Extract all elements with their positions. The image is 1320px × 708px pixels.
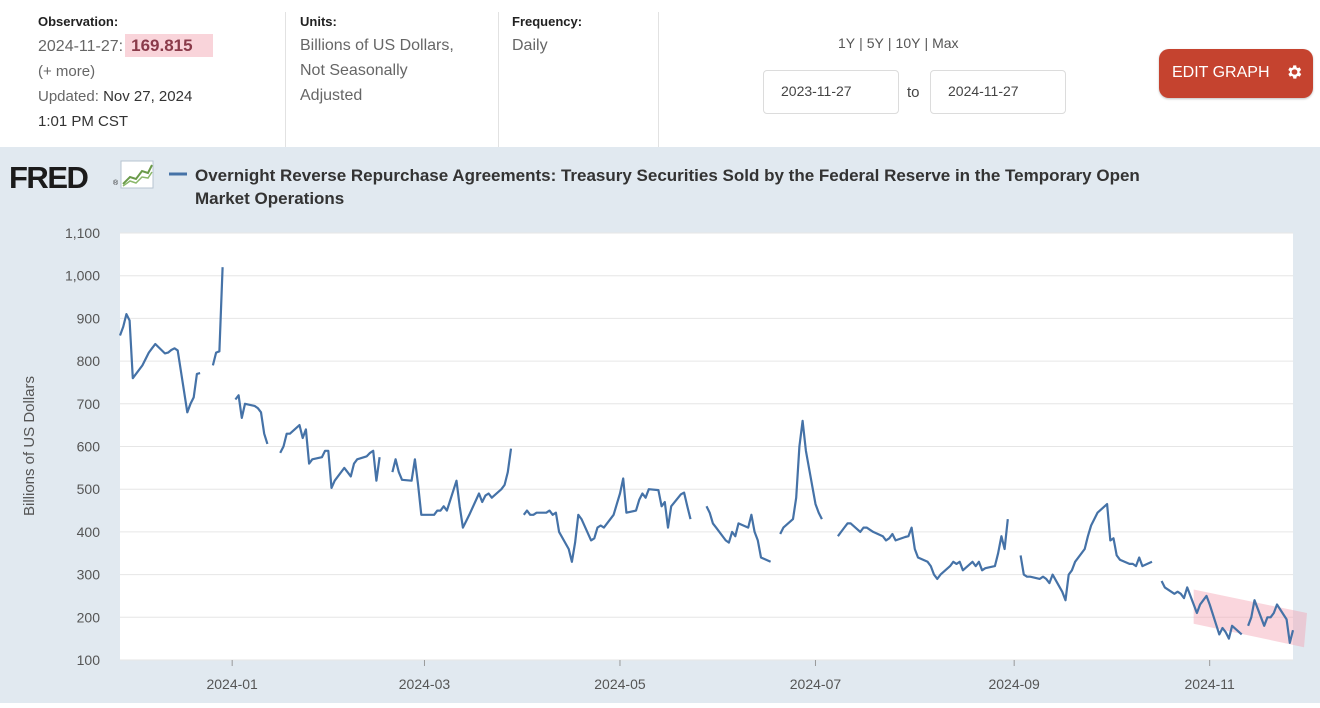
gear-icon: [1288, 65, 1302, 79]
observation-label: Observation:: [38, 14, 119, 29]
updated-time: 1:01 PM CST: [38, 113, 129, 130]
y-tick-label: 500: [77, 481, 101, 497]
y-tick-label: 800: [77, 353, 101, 369]
series-line-segment: [118, 313, 201, 414]
updated-line: Updated: Nov 27, 2024: [38, 84, 192, 109]
frequency-label: Frequency:: [512, 14, 583, 29]
series-line-segment: [837, 518, 1009, 580]
observation-value: 169.815: [125, 34, 213, 57]
observation-date: 2024-11-27:: [38, 38, 124, 55]
y-tick-label: 1,000: [65, 268, 100, 284]
edit-graph-button[interactable]: EDIT GRAPH: [1159, 49, 1313, 98]
chart-area: FRED ® Overnight Reverse Repurchase Agre…: [0, 147, 1320, 703]
y-tick-label: 300: [77, 567, 101, 583]
series-lines: [118, 267, 1295, 644]
x-tick-label: 2024-07: [790, 676, 842, 692]
units-line1: Billions of US Dollars,: [300, 37, 454, 54]
y-axis-label: Billions of US Dollars: [21, 376, 38, 516]
series-line-segment: [705, 505, 772, 563]
units-label: Units:: [300, 14, 337, 29]
units-line2: Not Seasonally: [300, 62, 408, 79]
frequency-panel: Frequency: Daily: [499, 0, 657, 147]
range-buttons: 1Y | 5Y | 10Y | Max: [838, 35, 959, 51]
series-line-segment: [1247, 599, 1295, 644]
range-max-button[interactable]: Max: [932, 35, 959, 51]
x-tick-label: 2024-05: [594, 676, 646, 692]
observation-panel: Observation: 2024-11-27: 169.815 (+ more)…: [0, 0, 285, 147]
range-1y-button[interactable]: 1Y: [838, 35, 856, 51]
updated-label: Updated:: [38, 88, 99, 105]
divider: [285, 12, 286, 147]
fred-logo: FRED ®: [9, 160, 154, 195]
y-axis-ticks: 100 200 300 400 500 600 700 800 900 1,000 1,100: [65, 225, 100, 668]
y-tick-label: 900: [77, 310, 101, 326]
range-5y-button[interactable]: 5Y: [866, 35, 884, 51]
fred-logo-text: FRED: [9, 160, 89, 195]
series-line-segment: [279, 424, 381, 489]
divider: [658, 12, 659, 147]
frequency-value: Daily: [512, 37, 548, 54]
units-line3: Adjusted: [300, 87, 363, 104]
x-tick-label: 2024-09: [988, 676, 1040, 692]
chart-title-line2: Market Operations: [195, 189, 344, 208]
series-line-segment: [234, 394, 269, 445]
end-date-input[interactable]: 2024-11-27: [930, 70, 1066, 114]
x-tick-label: 2024-11: [1185, 676, 1236, 692]
fred-registered-mark: ®: [113, 179, 119, 187]
range-10y-button[interactable]: 10Y: [895, 35, 921, 51]
y-tick-label: 700: [77, 396, 101, 412]
y-tick-label: 100: [77, 652, 101, 668]
y-tick-label: 400: [77, 524, 101, 540]
observation-header: Observation: 2024-11-27: 169.815 (+ more)…: [0, 0, 1320, 147]
x-axis-ticks: 2024-01 2024-03 2024-05 2024-07 2024-09 2024-…: [206, 660, 1235, 692]
series-line-segment: [522, 477, 692, 563]
divider: [498, 12, 499, 147]
chart-title-line1: Overnight Reverse Repurchase Agreements:…: [195, 166, 1140, 185]
series-line-segment: [211, 267, 224, 366]
series-line-segment: [391, 448, 513, 529]
x-tick-label: 2024-01: [206, 676, 258, 692]
y-tick-label: 1,100: [65, 225, 100, 241]
start-date-input[interactable]: 2023-11-27: [763, 70, 899, 114]
date-range-to-label: to: [907, 84, 920, 101]
more-link[interactable]: (+ more): [38, 63, 96, 80]
y-tick-label: 600: [77, 439, 101, 455]
observation-line: 2024-11-27: 169.815: [38, 33, 213, 59]
series-line-segment: [779, 419, 823, 535]
units-panel: Units: Billions of US Dollars, Not Seaso…: [286, 0, 498, 147]
y-tick-label: 200: [77, 609, 101, 625]
updated-date: Nov 27, 2024: [103, 88, 193, 105]
fred-chart-icon: [120, 160, 154, 189]
edit-graph-label: EDIT GRAPH: [1172, 64, 1270, 81]
x-tick-label: 2024-03: [399, 676, 451, 692]
chart-svg: FRED ® Overnight Reverse Repurchase Agre…: [9, 160, 1307, 692]
series-line-segment: [1019, 503, 1153, 602]
grid-lines: [120, 232, 1293, 661]
series-line-segment: [1160, 580, 1243, 640]
